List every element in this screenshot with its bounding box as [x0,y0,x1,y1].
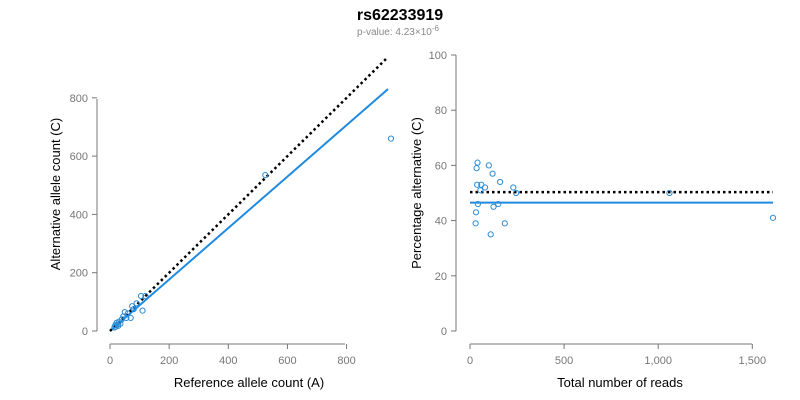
right-y-tick-label: 20 [435,271,447,283]
right-x-tick-label: 1,500 [739,355,767,367]
left-data-point [137,292,145,300]
allele-count-panel: 0 200 400 600 800 0 200 400 600 800 Reference alle… [48,56,395,390]
left-y-axis-title: Alternative allele count (C) [48,118,63,270]
right-y-tick-label: 60 [435,160,447,172]
right-y-tick-label: 40 [435,216,447,228]
left-data-point [121,308,128,316]
right-data-point [490,203,497,210]
left-x-tick-label: 600 [278,355,296,367]
left-x-tick-label: 0 [107,355,113,367]
right-data-point [487,231,494,238]
right-data-point [474,181,481,188]
left-data-point [142,292,149,300]
left-data-point [262,171,269,179]
right-data-point [769,214,777,221]
right-data-point [495,200,502,208]
chart-subtitle: p-value: 4.23×10-6 [357,24,439,38]
left-x-tick-label: 400 [219,355,237,367]
right-data-point [481,184,489,191]
left-y-tick-label: 400 [70,209,88,221]
right-y-axis-title: Percentage alternative (C) [409,117,424,269]
left-data-point [387,135,395,142]
right-data-point [510,184,517,191]
right-data-point [474,159,481,166]
right-x-tick-label: 500 [555,355,573,367]
left-data-point [127,314,134,321]
left-y-tick-label: 800 [70,93,88,105]
right-data-point [489,170,496,177]
left-x-tick-label: 800 [337,355,355,367]
right-y-tick-label: 80 [435,105,447,117]
right-x-tick-label: 1,000 [644,355,672,367]
right-data-point [497,178,504,186]
left-y-tick-label: 600 [70,151,88,163]
left-data-point [114,321,121,328]
right-data-point [472,209,480,216]
right-data-point [501,220,508,227]
left-x-tick-label: 200 [160,355,178,367]
left-data-point [130,306,137,313]
left-x-axis-title: Reference allele count (A) [174,375,324,390]
right-data-point [513,189,520,197]
percentage-panel: 0 500 1,000 1,500 0 20 40 60 80 100 Total number o… [409,50,777,390]
left-data-point [129,303,136,310]
right-data-point [666,189,673,197]
left-reference-line [109,56,389,332]
subtitle-pvalue: p-value: 4.23×10 [357,27,432,38]
right-x-axis-title: Total number of reads [557,375,683,390]
left-fit-line [109,88,389,332]
left-data-point [133,300,140,307]
subtitle-exponent: -6 [432,24,440,33]
right-y-tick-label: 0 [441,326,447,338]
right-data-point [472,220,479,227]
left-data-point [139,307,146,314]
chart-title: rs62233919 [357,7,443,24]
left-y-tick-label: 200 [70,268,88,280]
right-data-point [474,200,482,208]
right-y-tick-label: 100 [429,50,447,62]
left-data-point [124,310,131,317]
right-data-point [485,162,492,169]
right-x-tick-label: 0 [467,355,473,367]
right-data-point [473,165,480,172]
left-y-tick-label: 0 [82,326,88,338]
